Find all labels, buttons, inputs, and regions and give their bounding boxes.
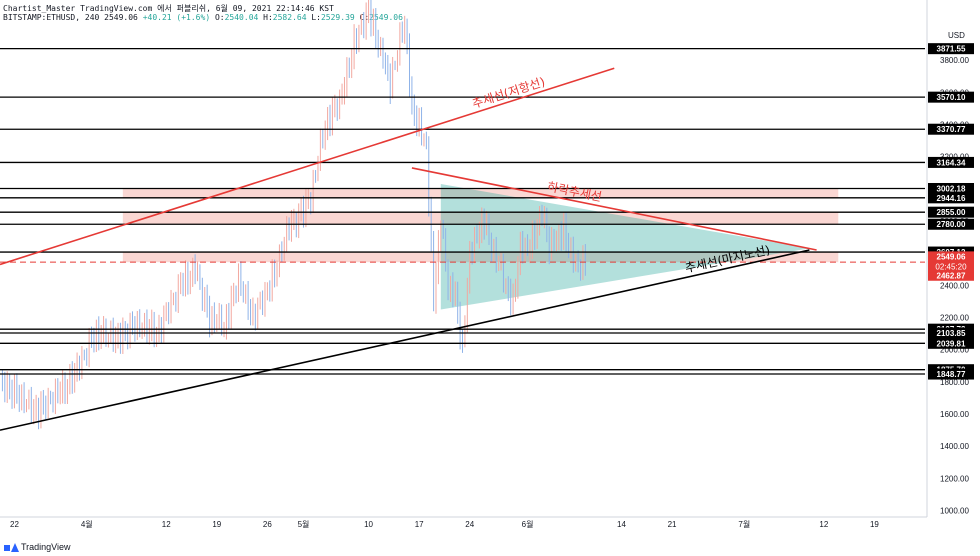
trendline-resistance xyxy=(0,67,615,266)
level-tag xyxy=(928,183,974,195)
level-tag xyxy=(928,269,974,281)
y-tick-label: 1200.00 xyxy=(940,474,969,483)
x-tick-label: 7월 xyxy=(738,519,750,529)
y-tick-label: 1600.00 xyxy=(940,410,969,419)
level-tag xyxy=(928,327,974,339)
x-tick-label: 26 xyxy=(263,520,272,529)
price-series xyxy=(1,0,586,430)
level-tag xyxy=(928,206,974,218)
level-tag xyxy=(928,156,974,168)
high-value: 2582.64 xyxy=(272,13,307,22)
triangle-area xyxy=(440,184,810,310)
level-tag-label: 2780.00 xyxy=(937,220,966,229)
currency-label: USD xyxy=(948,31,965,40)
level-tag xyxy=(928,337,974,349)
level-tag-label: 3370.77 xyxy=(937,125,966,134)
x-tick-label: 24 xyxy=(465,520,474,529)
open-value: 2540.04 xyxy=(224,13,259,22)
x-tick-label: 12 xyxy=(819,520,828,529)
y-tick-label: 1400.00 xyxy=(940,442,969,451)
level-tag xyxy=(928,91,974,103)
resistance-zone xyxy=(122,212,839,225)
publish-info: Chartist_Master TradingView.com 에서 퍼블리쉬,… xyxy=(3,4,334,13)
level-tag xyxy=(928,192,974,204)
y-tick-label: 2000.00 xyxy=(940,346,969,355)
zones xyxy=(122,188,839,263)
tradingview-logo[interactable]: TradingView xyxy=(4,542,71,552)
resistance-zone xyxy=(122,252,839,263)
y-tick-label: 2200.00 xyxy=(940,314,969,323)
y-tick-label: 3800.00 xyxy=(940,56,969,65)
price-tag xyxy=(928,251,974,273)
level-tag-label: 1848.77 xyxy=(937,370,966,379)
close-value: 2549.06 xyxy=(369,13,403,22)
close-label: C: xyxy=(359,13,370,22)
last-price: 2549.06 xyxy=(104,13,138,22)
trendline-falling xyxy=(411,167,817,251)
x-tick-label: 12 xyxy=(162,520,171,529)
level-tag xyxy=(928,43,974,55)
triangle-pattern xyxy=(440,184,810,310)
level-tag-label: 2462.87 xyxy=(937,271,966,280)
low-label: L: xyxy=(311,13,321,22)
level-tag xyxy=(928,218,974,230)
symbol: BITSTAMP:ETHUSD, 240 xyxy=(3,13,100,22)
y-tick-label: 2400.00 xyxy=(940,281,969,290)
level-tag-label: 3164.34 xyxy=(937,158,966,167)
level-tag-label: 2039.81 xyxy=(937,339,966,348)
x-tick-label: 14 xyxy=(617,520,626,529)
price-change: +40.21 (+1.6%) xyxy=(142,13,211,22)
x-tick-label: 17 xyxy=(415,520,424,529)
x-tick-label: 21 xyxy=(668,520,677,529)
level-tag-label: 2103.85 xyxy=(937,329,966,338)
level-tag xyxy=(928,368,974,380)
countdown-label: 02:45:20 xyxy=(935,262,967,271)
trendline-support xyxy=(0,249,810,431)
level-tag xyxy=(928,123,974,135)
level-tag-label: 2855.00 xyxy=(937,208,966,217)
axes: USD 1000.00 1200.00 1400.00 1600.00 1800.00 20… xyxy=(0,0,974,529)
brand-label: TradingView xyxy=(21,542,71,552)
symbol-legend: BITSTAMP:ETHUSD, 240 2549.06 +40.21 (+1.… xyxy=(3,13,403,22)
x-tick-label: 22 xyxy=(10,520,19,529)
x-tick-label: 19 xyxy=(212,520,221,529)
x-tick-label: 5월 xyxy=(298,519,310,529)
level-tag-label: 2944.16 xyxy=(937,194,966,203)
high-label: H: xyxy=(263,13,273,22)
tradingview-mark-icon xyxy=(4,542,19,552)
level-tag-label: 3570.10 xyxy=(937,93,966,102)
level-tag-label: 3002.18 xyxy=(937,185,966,194)
x-tick-label: 10 xyxy=(364,520,373,529)
open-label: O: xyxy=(214,13,225,22)
y-tick-label: 1000.00 xyxy=(940,507,969,516)
x-tick-label: 4월 xyxy=(81,519,93,529)
y-tick-label: 1800.00 xyxy=(940,378,969,387)
low-value: 2529.39 xyxy=(320,13,355,22)
x-tick-label: 19 xyxy=(870,520,879,529)
levels xyxy=(0,48,925,375)
x-tick-label: 6월 xyxy=(522,519,534,529)
price-tag-label: 2549.06 xyxy=(937,252,966,261)
resistance-zone xyxy=(122,188,839,198)
level-tag-label: 3871.55 xyxy=(937,45,966,54)
